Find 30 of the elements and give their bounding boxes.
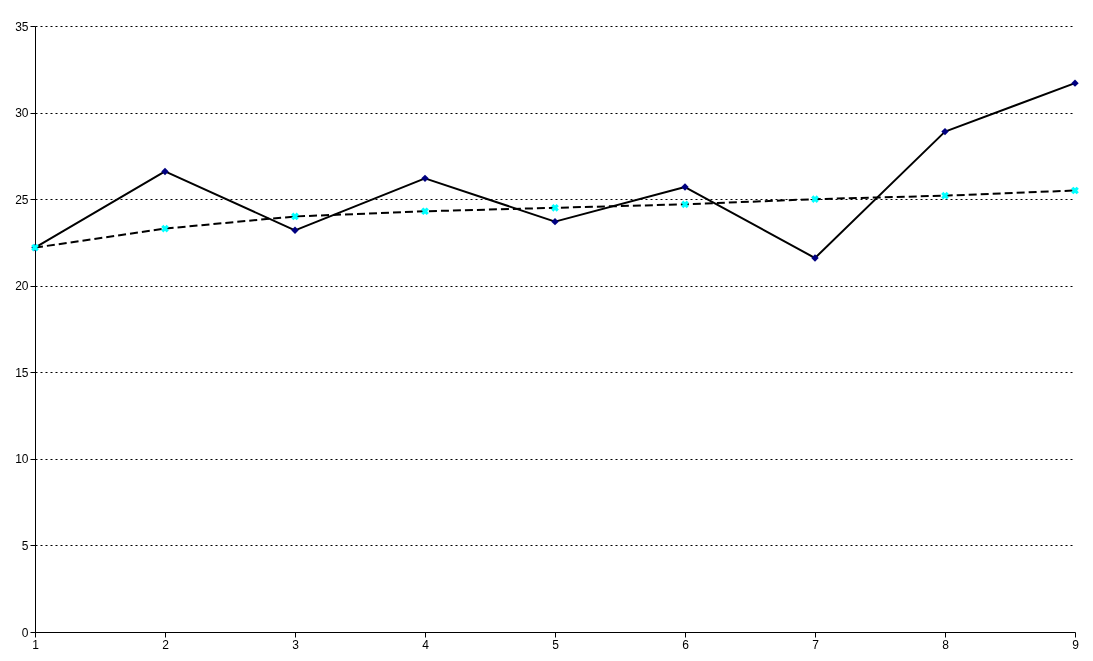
x-tick-label: 2: [162, 637, 170, 652]
y-tick-label: 30: [15, 106, 29, 121]
point: [551, 217, 559, 226]
x-tick-label: 6: [682, 637, 690, 652]
x-tick-label: 1: [32, 637, 40, 652]
point: [941, 191, 949, 200]
point: [681, 200, 689, 209]
point: [291, 212, 299, 221]
point: [161, 224, 169, 233]
y-tick-label: 20: [15, 279, 29, 294]
point: [421, 207, 429, 216]
point: [551, 203, 559, 212]
x-tick-label: 9: [1072, 637, 1080, 652]
y-tick-label: 10: [15, 452, 29, 467]
point: [941, 127, 949, 136]
y-tick-label: 0: [21, 625, 29, 640]
x-tick-label: 4: [422, 637, 430, 652]
x-tick-label: 7: [812, 637, 820, 652]
x-tick-label: 3: [292, 637, 300, 652]
point: [291, 226, 299, 235]
y-tick-label: 25: [15, 192, 29, 207]
point: [161, 167, 169, 176]
y-tick-label: 5: [21, 538, 29, 553]
x-tick-label: 8: [942, 637, 950, 652]
point: [421, 174, 429, 183]
x-tick-label: 5: [552, 637, 560, 652]
point: [1071, 186, 1079, 195]
y-tick-label: 35: [15, 19, 29, 34]
y-tick-label: 15: [15, 365, 29, 380]
point: [811, 195, 819, 203]
